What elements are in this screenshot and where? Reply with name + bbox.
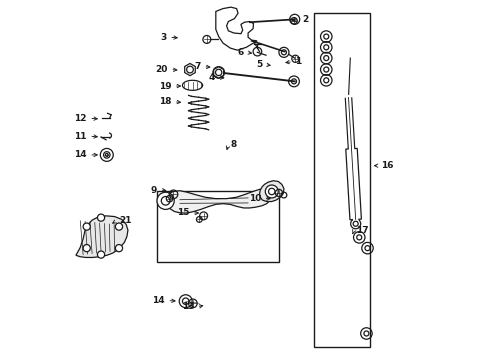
Text: 5: 5 (256, 60, 262, 69)
Circle shape (97, 214, 104, 221)
Polygon shape (259, 181, 284, 202)
Circle shape (115, 223, 122, 230)
Bar (156, 191, 278, 262)
Circle shape (83, 244, 90, 252)
Text: 10: 10 (248, 194, 261, 203)
Circle shape (83, 223, 90, 230)
Text: 4: 4 (208, 73, 215, 82)
Polygon shape (213, 67, 223, 78)
Circle shape (157, 192, 174, 210)
Text: 8: 8 (230, 140, 237, 149)
Text: 20: 20 (155, 65, 167, 74)
Text: 21: 21 (119, 216, 131, 225)
Polygon shape (345, 148, 361, 220)
Text: 12: 12 (74, 114, 86, 123)
Bar (314, 13, 369, 347)
Text: 7: 7 (194, 62, 201, 71)
Circle shape (97, 251, 104, 258)
Text: 2: 2 (301, 15, 307, 24)
Text: 3: 3 (160, 33, 166, 42)
Polygon shape (164, 189, 272, 213)
Text: 14: 14 (74, 150, 86, 159)
Text: 1: 1 (295, 57, 301, 66)
Text: 16: 16 (381, 161, 393, 170)
Text: 19: 19 (159, 82, 171, 91)
Polygon shape (184, 63, 195, 76)
Circle shape (265, 185, 278, 198)
Text: 15: 15 (177, 208, 189, 217)
Polygon shape (215, 7, 257, 50)
Text: 14: 14 (152, 296, 164, 305)
Text: 18: 18 (159, 97, 171, 106)
Text: 17: 17 (356, 226, 368, 235)
Polygon shape (76, 216, 128, 257)
Text: 6: 6 (237, 48, 244, 57)
Circle shape (115, 244, 122, 252)
Text: 9: 9 (150, 185, 157, 194)
Text: 11: 11 (74, 132, 86, 141)
Text: 13: 13 (182, 302, 194, 311)
